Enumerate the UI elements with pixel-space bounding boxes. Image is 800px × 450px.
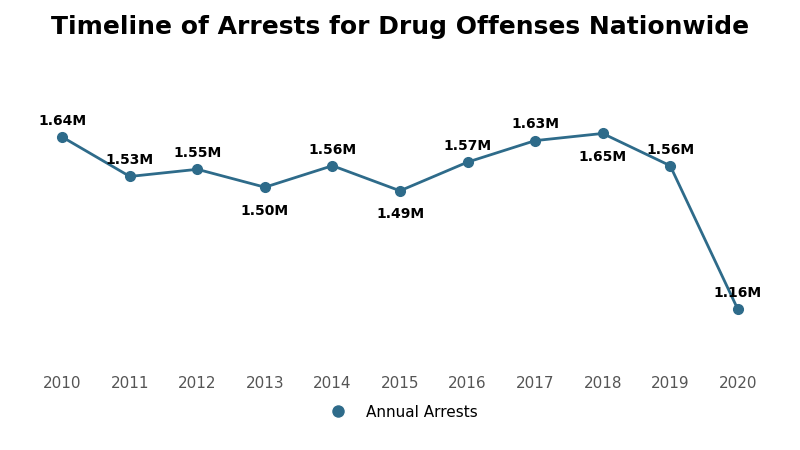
Text: 1.16M: 1.16M [714, 286, 762, 300]
Legend: Annual Arrests: Annual Arrests [317, 399, 483, 426]
Text: 1.55M: 1.55M [174, 146, 222, 160]
Text: 1.57M: 1.57M [443, 139, 492, 153]
Text: 1.49M: 1.49M [376, 207, 424, 221]
Text: 1.56M: 1.56M [308, 143, 357, 157]
Title: Timeline of Arrests for Drug Offenses Nationwide: Timeline of Arrests for Drug Offenses Na… [51, 15, 749, 39]
Text: 1.53M: 1.53M [106, 153, 154, 167]
Text: 1.63M: 1.63M [511, 117, 559, 131]
Text: 1.65M: 1.65M [578, 150, 626, 164]
Text: 1.64M: 1.64M [38, 114, 86, 128]
Text: 1.50M: 1.50M [241, 203, 289, 217]
Text: 1.56M: 1.56M [646, 143, 694, 157]
